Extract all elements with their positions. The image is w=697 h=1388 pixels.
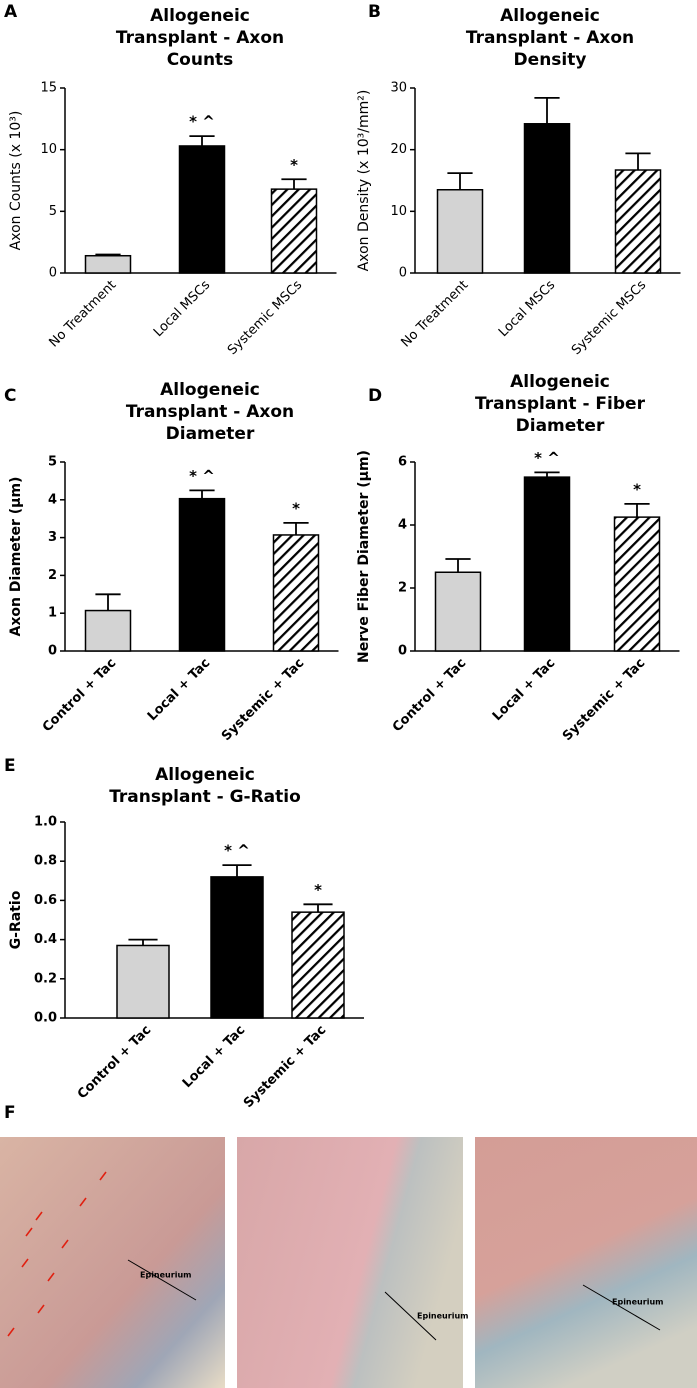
arrows xyxy=(7,1171,107,1337)
chart-title: Allogeneic xyxy=(155,765,255,785)
chart-title: Diameter xyxy=(166,424,255,444)
y-tick-label: 3 xyxy=(48,530,57,545)
y-tick-label: 5 xyxy=(48,455,57,470)
significance-label: * xyxy=(633,480,641,498)
y-tick-label: 0 xyxy=(48,644,57,659)
x-tick-label: Systemic + Tac xyxy=(241,1023,329,1111)
y-tick-label: 1 xyxy=(48,606,57,621)
y-tick-label: 10 xyxy=(390,204,407,219)
bar xyxy=(614,169,662,274)
y-tick-label: 15 xyxy=(40,81,57,96)
significance-label: * xyxy=(292,499,300,517)
y-tick-label: 0.4 xyxy=(34,932,57,947)
bar xyxy=(210,876,264,1019)
bar xyxy=(613,516,661,652)
y-tick-label: 4 xyxy=(398,518,407,533)
image-label: Epineurium xyxy=(612,1298,663,1307)
y-tick-label: 4 xyxy=(48,492,57,507)
bar xyxy=(434,571,482,652)
bar xyxy=(291,911,345,1019)
micrograph xyxy=(475,1137,697,1388)
bar xyxy=(272,534,320,652)
x-tick-label: Systemic + Tac xyxy=(219,656,307,744)
chart-title: Allogeneic xyxy=(500,6,600,26)
chart-title: Transplant - Axon xyxy=(126,402,294,422)
panel-label: D xyxy=(368,386,382,406)
chart-title: Transplant - Axon xyxy=(116,28,284,48)
y-tick-label: 0.2 xyxy=(34,971,57,986)
x-tick-label: No Treatment xyxy=(46,278,119,351)
significance-label: * ^ xyxy=(189,113,215,131)
y-tick-label: 0.0 xyxy=(34,1011,57,1026)
arrow-line xyxy=(384,1291,437,1341)
y-tick-label: 20 xyxy=(390,142,407,157)
x-tick-label: Local MSCs xyxy=(496,278,558,340)
y-axis-label: Axon Diameter (μm) xyxy=(8,477,24,637)
y-axis-label: Axon Density (x 10³/mm²) xyxy=(356,90,372,272)
y-axis-label: Axon Counts (x 10³) xyxy=(8,111,24,251)
bar xyxy=(523,476,571,652)
arrow-line xyxy=(127,1259,197,1301)
x-tick-label: Systemic + Tac xyxy=(560,656,648,744)
x-tick-label: Control + Tac xyxy=(75,1023,154,1102)
chart-title: Transplant - Axon xyxy=(466,28,634,48)
x-tick-label: Control + Tac xyxy=(40,656,119,735)
bar xyxy=(178,145,226,274)
bar xyxy=(84,254,132,274)
chart-title: Counts xyxy=(167,50,234,70)
y-tick-label: 0 xyxy=(49,266,57,281)
x-tick-label: Local MSCs xyxy=(151,278,213,340)
micrograph xyxy=(0,1137,225,1388)
panel-label: A xyxy=(4,2,18,22)
bar xyxy=(436,189,484,274)
bar xyxy=(270,188,318,274)
significance-label: * ^ xyxy=(534,449,560,467)
y-axis-label: Nerve Fiber Diameter (μm) xyxy=(356,450,372,663)
y-tick-label: 0.6 xyxy=(34,893,57,908)
x-tick-label: No Treatment xyxy=(398,278,471,351)
x-tick-label: Control + Tac xyxy=(390,656,469,735)
y-tick-label: 6 xyxy=(398,455,407,470)
x-tick-label: Systemic MSCs xyxy=(569,278,650,359)
panel-label: E xyxy=(4,756,16,776)
panel-label: B xyxy=(368,2,381,22)
micrograph xyxy=(237,1137,463,1388)
chart-title: Allogeneic xyxy=(150,6,250,26)
bar xyxy=(116,944,170,1019)
y-tick-label: 1.0 xyxy=(34,815,57,830)
x-tick-label: Local + Tac xyxy=(145,656,213,724)
chart-title: Density xyxy=(514,50,587,70)
panel-label: F xyxy=(4,1103,16,1123)
y-tick-label: 2 xyxy=(48,568,57,583)
x-tick-label: Local + Tac xyxy=(180,1023,248,1091)
image-label: Epineurium xyxy=(417,1312,468,1321)
x-tick-label: Local + Tac xyxy=(490,656,558,724)
y-tick-label: 0 xyxy=(398,644,407,659)
y-tick-label: 0.8 xyxy=(34,854,57,869)
y-tick-label: 5 xyxy=(49,204,57,219)
y-tick-label: 2 xyxy=(398,581,407,596)
chart-title: Transplant - Fiber xyxy=(475,394,646,414)
x-tick-label: Systemic MSCs xyxy=(225,278,306,359)
chart-title: Allogeneic xyxy=(160,380,260,400)
y-tick-label: 30 xyxy=(390,81,407,96)
y-tick-label: 10 xyxy=(40,142,57,157)
significance-label: * ^ xyxy=(224,842,250,860)
y-tick-label: 0 xyxy=(399,266,407,281)
image-label: Epineurium xyxy=(140,1271,191,1280)
bar xyxy=(84,609,132,652)
bar xyxy=(178,497,226,652)
significance-label: * xyxy=(314,881,322,899)
y-axis-label: G-Ratio xyxy=(8,890,24,949)
bar xyxy=(523,123,571,274)
chart-title: Diameter xyxy=(516,416,605,436)
significance-label: * ^ xyxy=(189,467,215,485)
chart-title: Allogeneic xyxy=(510,372,610,392)
significance-label: * xyxy=(290,156,298,174)
arrow-line xyxy=(582,1284,661,1331)
chart-title: Transplant - G-Ratio xyxy=(109,787,301,807)
panel-label: C xyxy=(4,386,16,406)
